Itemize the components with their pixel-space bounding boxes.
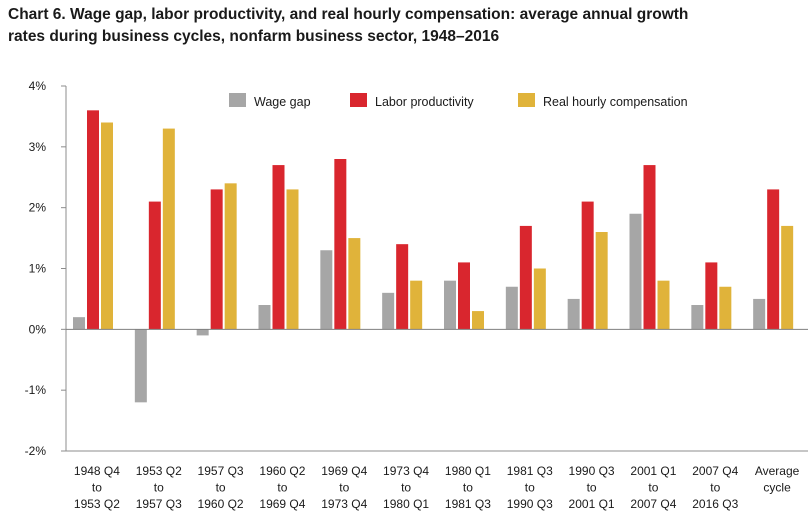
y-tick-label: -2% [25, 444, 47, 458]
y-tick-label: 3% [29, 140, 47, 154]
bar-wage-gap [444, 280, 456, 330]
bar-labor-productivity [396, 244, 409, 330]
chart-title: Chart 6. Wage gap, labor productivity, a… [8, 4, 803, 48]
bar-labor-productivity [581, 201, 594, 330]
y-tick-label: -1% [25, 383, 47, 397]
x-axis: 1948 Q4 to 1953 Q2 1953 Q2 to 1957 Q3 1957 Q3 t… [74, 464, 800, 511]
bar-wage-gap [258, 305, 271, 330]
legend: Wage gap Labor productivity Real hourly co… [229, 93, 688, 109]
x-category-label: 1980 Q1 to 1981 Q3 [445, 464, 491, 511]
x-category-label: 2001 Q1 to 2007 Q4 [630, 464, 676, 511]
bar-real-hourly-compensation [410, 280, 423, 330]
legend-swatch [229, 93, 246, 107]
bar-labor-productivity [767, 189, 780, 330]
bar-real-hourly-compensation [286, 189, 299, 330]
bar-wage-gap [505, 286, 518, 330]
bar-wage-gap [382, 292, 395, 330]
bar-labor-productivity [272, 165, 285, 330]
bar-real-hourly-compensation [533, 268, 546, 330]
x-category-label: 1973 Q4 to 1980 Q1 [383, 464, 429, 511]
legend-label: Labor productivity [375, 95, 474, 109]
x-category-label: 1948 Q4 to 1953 Q2 [74, 464, 120, 511]
legend-swatch [518, 93, 535, 107]
bar-wage-gap [691, 305, 704, 330]
bars [66, 110, 808, 403]
y-tick-label: 1% [29, 262, 47, 276]
bar-real-hourly-compensation [781, 225, 794, 330]
plot-frame [65, 86, 808, 452]
x-category-label: 1960 Q2 to 1969 Q4 [259, 464, 305, 511]
y-axis: -2% -1% 0% 1% 2% 3% 4% [25, 79, 66, 458]
legend-swatch [350, 93, 367, 107]
x-category-label: Average cycle [755, 464, 800, 495]
bar-labor-productivity [148, 201, 161, 330]
bar-wage-gap [134, 329, 147, 403]
bar-real-hourly-compensation [224, 183, 237, 330]
bar-labor-productivity [334, 159, 347, 330]
y-tick-label: 0% [29, 322, 47, 336]
bar-real-hourly-compensation [348, 238, 361, 330]
x-category-label: 2007 Q4 to 2016 Q3 [692, 464, 738, 511]
bar-wage-gap [629, 213, 642, 330]
bar-real-hourly-compensation [657, 280, 670, 330]
bar-wage-gap [567, 298, 580, 330]
bar-wage-gap [196, 329, 209, 336]
bar-real-hourly-compensation [162, 128, 175, 330]
bar-real-hourly-compensation [101, 122, 113, 330]
y-tick-label: 2% [29, 201, 47, 215]
bar-real-hourly-compensation [595, 232, 608, 330]
bar-labor-productivity [458, 262, 470, 330]
bar-wage-gap [73, 317, 85, 330]
x-category-label: 1957 Q3 to 1960 Q2 [198, 464, 244, 511]
x-category-label: 1981 Q3 to 1990 Q3 [507, 464, 553, 511]
x-category-label: 1953 Q2 to 1957 Q3 [136, 464, 182, 511]
bar-wage-gap [753, 298, 766, 330]
bar-real-hourly-compensation [719, 286, 732, 330]
bar-labor-productivity [519, 225, 532, 330]
legend-label: Wage gap [254, 95, 311, 109]
x-category-label: 1969 Q4 to 1973 Q4 [321, 464, 367, 511]
bar-labor-productivity [643, 165, 656, 330]
bar-labor-productivity [87, 110, 99, 330]
legend-label: Real hourly compensation [543, 95, 688, 109]
bar-labor-productivity [210, 189, 223, 330]
y-tick-label: 4% [29, 79, 47, 93]
bar-labor-productivity [705, 262, 718, 330]
x-category-label: 1990 Q3 to 2001 Q1 [569, 464, 615, 511]
bar-real-hourly-compensation [472, 311, 484, 330]
chart-title-line-1: Chart 6. Wage gap, labor productivity, a… [8, 6, 689, 23]
bar-wage-gap [320, 250, 333, 330]
chart-title-line-2: rates during business cycles, nonfarm bu… [8, 28, 500, 45]
